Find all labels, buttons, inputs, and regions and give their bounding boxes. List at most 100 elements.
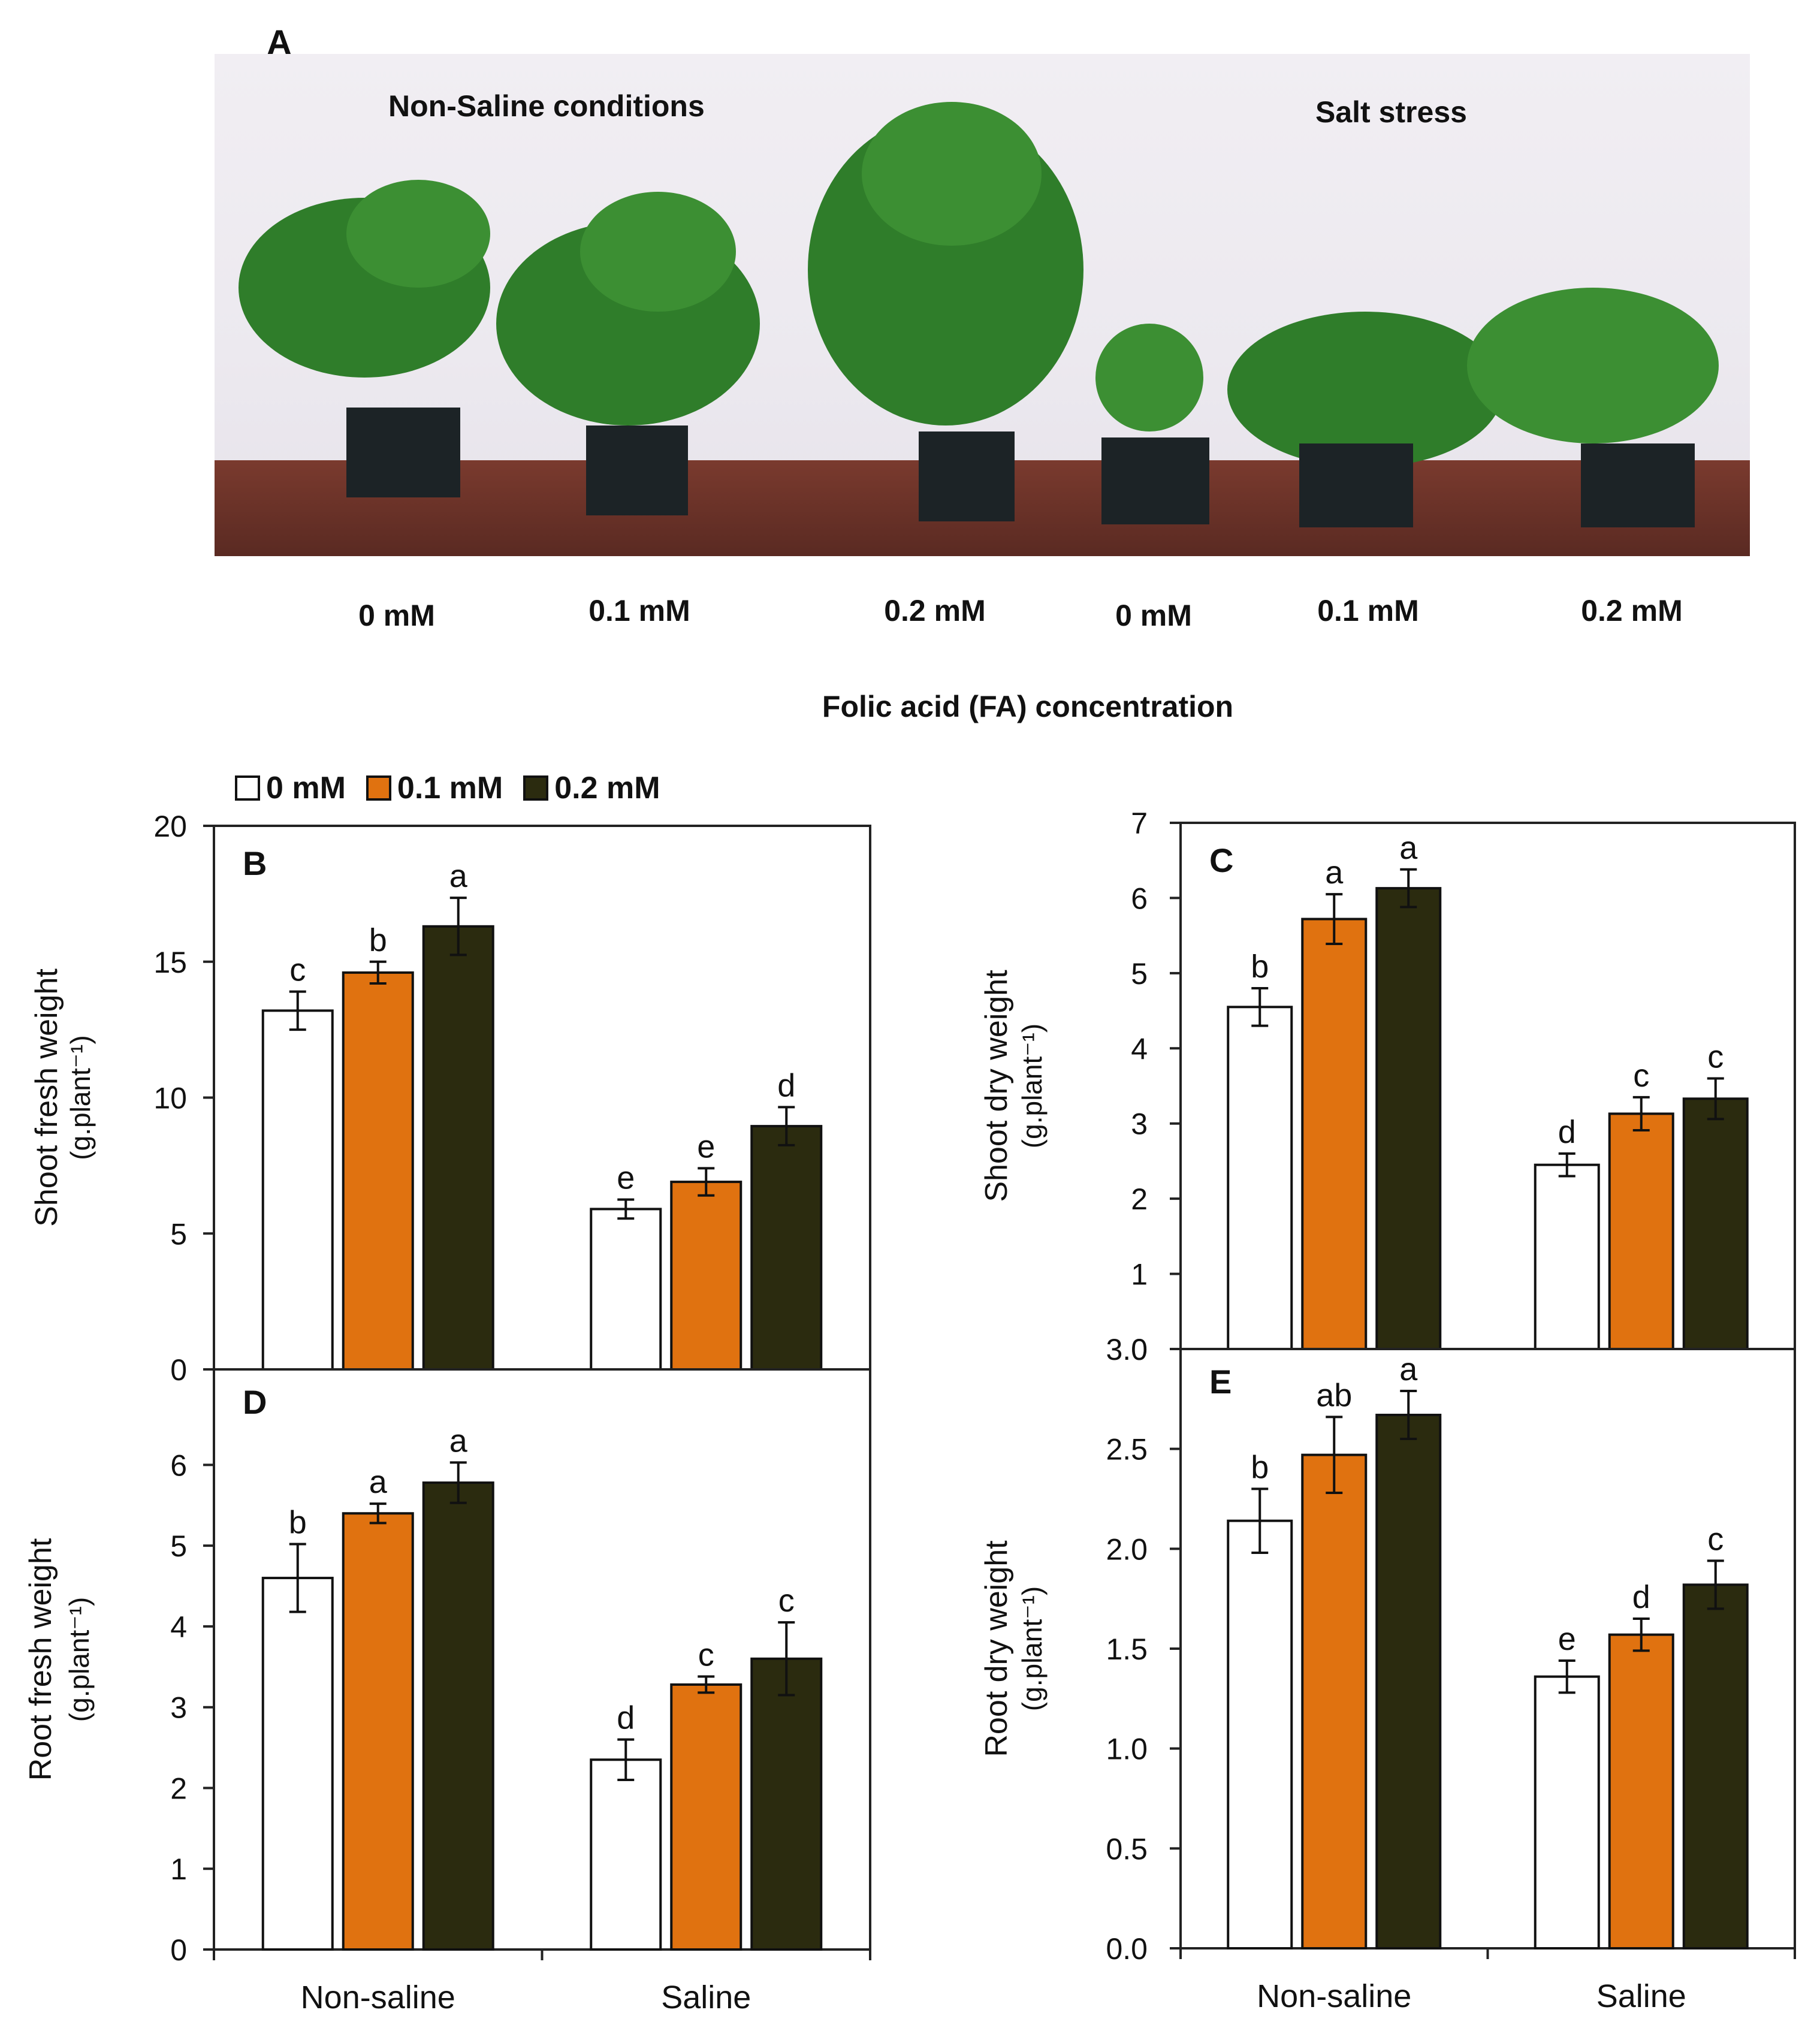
y-tick-label-e-5: 2.5 — [1106, 1433, 1148, 1466]
y-tick-label-c-6: 6 — [1131, 882, 1148, 915]
conc-label-5: 0.1 mM — [1317, 594, 1419, 627]
y-axis-unit-e: (g.plant⁻¹) — [1016, 1586, 1048, 1711]
plant-saline-02mm — [1467, 288, 1719, 527]
y-tick-label-d-2: 2 — [170, 1772, 187, 1805]
y-tick-label-e-6: 3.0 — [1106, 1333, 1148, 1366]
legend-label-0mm: 0 mM — [266, 771, 346, 805]
significance-letter-c-0-0: b — [1251, 949, 1269, 985]
plant-photo — [215, 54, 1750, 556]
significance-letter-d-1-2: c — [778, 1583, 795, 1619]
legend-swatch-01mm — [366, 775, 391, 801]
y-tick-label-d-5: 5 — [170, 1529, 187, 1563]
y-tick-label-b-1: 5 — [170, 1217, 187, 1251]
bar-b-saline-s0 — [590, 1208, 662, 1371]
legend: 0 mM 0.1 mM 0.2 mM — [235, 767, 681, 809]
plant-nonsaline-02mm — [808, 102, 1083, 521]
significance-letter-d-1-1: c — [698, 1637, 714, 1673]
significance-letter-b-1-0: e — [617, 1160, 635, 1196]
conc-label-2: 0.1 mM — [588, 594, 690, 627]
bar-b-saline-s1 — [670, 1181, 743, 1371]
y-axis-title-c: Shoot dry weight — [979, 970, 1014, 1202]
legend-label-01mm: 0.1 mM — [397, 771, 503, 805]
bar-d-saline-s1 — [670, 1683, 743, 1951]
bar-b-nonsaline-s0 — [261, 1009, 334, 1371]
y-tick-label-e-4: 2.0 — [1106, 1532, 1148, 1566]
y-axis-unit-c: (g.plant⁻¹) — [1016, 1024, 1048, 1148]
y-tick-label-e-2: 1.0 — [1106, 1733, 1148, 1766]
y-tick-label-d-4: 4 — [170, 1610, 187, 1644]
y-tick-label-e-3: 1.5 — [1106, 1632, 1148, 1666]
conc-label-6: 0.2 mM — [1581, 594, 1683, 627]
significance-letter-d-0-0: b — [289, 1504, 307, 1540]
y-tick-label-e-1: 0.5 — [1106, 1832, 1148, 1866]
y-tick-label-b-0: 0 — [170, 1353, 187, 1387]
y-tick-label-b-2: 10 — [153, 1082, 187, 1115]
bar-d-saline-s2 — [750, 1657, 823, 1951]
legend-item-0mm: 0 mM — [235, 770, 346, 806]
significance-letter-c-1-0: d — [1558, 1114, 1576, 1150]
bar-e-saline-s2 — [1682, 1583, 1749, 1950]
category-label-e-0: Non-saline — [1257, 1978, 1411, 2014]
bar-c-nonsaline-s2 — [1375, 887, 1442, 1350]
y-axis-title-d: Root fresh weight — [23, 1538, 58, 1781]
conc-label-3: 0.2 mM — [884, 594, 986, 627]
category-label-d-1: Saline — [661, 1979, 751, 2015]
y-tick-label-d-6: 6 — [170, 1448, 187, 1482]
significance-letter-e-0-0: b — [1251, 1449, 1269, 1485]
significance-letter-e-1-2: c — [1707, 1521, 1724, 1557]
significance-letter-b-0-0: c — [289, 952, 306, 988]
fa-concentration-title: Folic acid (FA) concentration — [822, 690, 1234, 723]
legend-swatch-02mm — [523, 775, 549, 801]
panel-letter-c: C — [1209, 841, 1233, 879]
y-axis-title-b: Shoot fresh weight — [29, 968, 64, 1227]
bar-c-saline-s1 — [1608, 1112, 1674, 1350]
y-tick-label-d-1: 1 — [170, 1852, 187, 1886]
y-tick-label-b-4: 20 — [153, 810, 187, 843]
bar-e-nonsaline-s2 — [1375, 1414, 1442, 1950]
category-label-d-0: Non-saline — [301, 1979, 455, 2015]
significance-letter-c-1-2: c — [1707, 1039, 1724, 1075]
bar-b-saline-s2 — [750, 1125, 823, 1371]
panel-letter-d: D — [243, 1383, 267, 1421]
y-tick-label-b-3: 15 — [153, 946, 187, 979]
significance-letter-c-1-1: c — [1633, 1058, 1649, 1094]
bar-d-nonsaline-s2 — [422, 1481, 494, 1951]
bar-c-nonsaline-s0 — [1227, 1006, 1293, 1351]
y-tick-label-c-7: 7 — [1131, 807, 1148, 840]
plant-saline-01mm — [1227, 312, 1503, 527]
bar-d-saline-s0 — [590, 1758, 662, 1951]
bar-e-saline-s0 — [1534, 1675, 1600, 1950]
panel-letter-e: E — [1209, 1363, 1232, 1401]
significance-letter-e-1-1: d — [1632, 1579, 1650, 1615]
y-tick-label-c-3: 3 — [1131, 1107, 1148, 1141]
label-nonsaline-conditions: Non-Saline conditions — [388, 89, 705, 123]
conc-label-4: 0 mM — [1115, 599, 1192, 632]
y-tick-label-d-0: 0 — [170, 1933, 187, 1967]
significance-letter-b-1-2: d — [777, 1067, 795, 1103]
plant-saline-0mm — [1095, 324, 1209, 524]
legend-item-01mm: 0.1 mM — [366, 770, 503, 806]
plant-illustration — [239, 102, 1719, 527]
y-tick-label-d-3: 3 — [170, 1691, 187, 1725]
y-tick-label-c-5: 5 — [1131, 957, 1148, 991]
legend-item-02mm: 0.2 mM — [523, 770, 660, 806]
bar-c-nonsaline-s1 — [1301, 918, 1368, 1350]
bar-b-nonsaline-s1 — [342, 971, 414, 1371]
legend-swatch-0mm — [235, 775, 260, 801]
bar-e-saline-s1 — [1608, 1633, 1674, 1950]
conc-label-1: 0 mM — [358, 599, 435, 632]
bar-c-saline-s2 — [1682, 1097, 1749, 1351]
bar-d-nonsaline-s0 — [261, 1577, 334, 1951]
plant-nonsaline-0mm — [239, 180, 490, 497]
significance-letter-b-0-2: a — [449, 858, 468, 894]
y-tick-label-e-0: 0.0 — [1106, 1932, 1148, 1966]
panel-letter-b: B — [243, 844, 267, 882]
significance-letter-e-0-2: a — [1399, 1351, 1418, 1387]
y-axis-unit-b: (g.plant⁻¹) — [65, 1035, 96, 1160]
legend-label-02mm: 0.2 mM — [554, 771, 660, 805]
y-axis-title-e: Root dry weight — [979, 1540, 1014, 1757]
significance-letter-d-1-0: d — [617, 1700, 635, 1736]
bar-d-nonsaline-s1 — [342, 1512, 414, 1951]
bar-b-nonsaline-s2 — [422, 925, 494, 1371]
